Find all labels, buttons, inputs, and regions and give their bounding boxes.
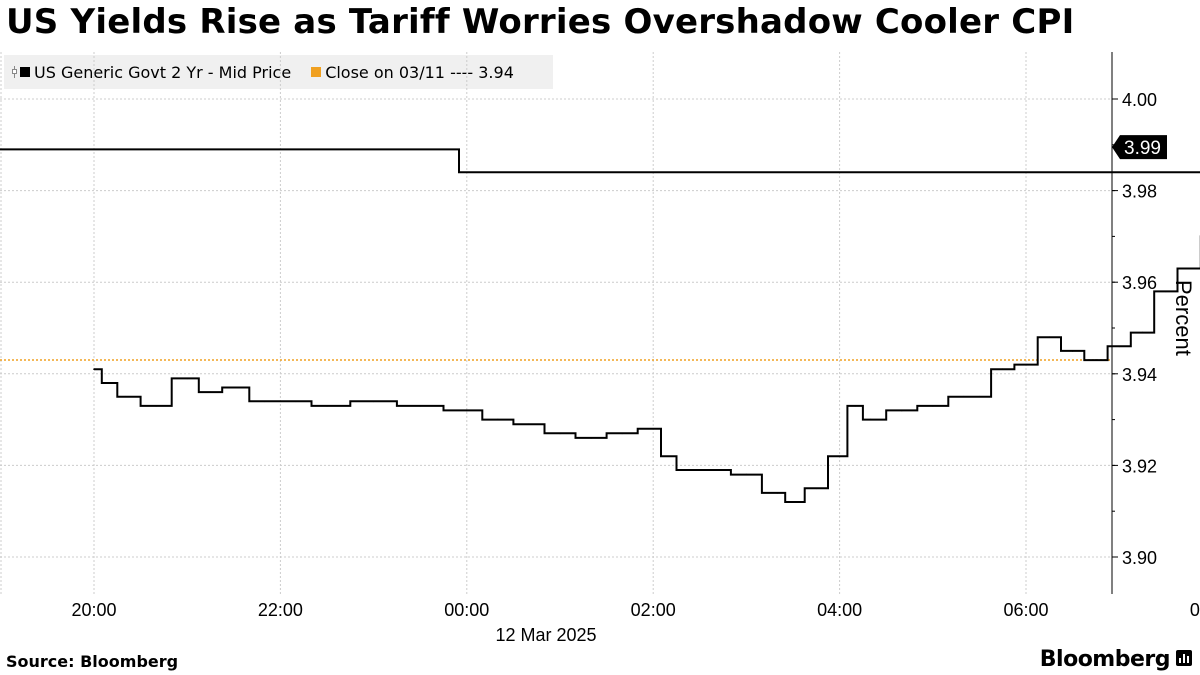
source-note: Source: Bloomberg <box>6 652 179 671</box>
y-tick-label: 4.00 <box>1122 90 1157 110</box>
x-date-label: 12 Mar 2025 <box>495 625 596 645</box>
data-point <box>1165 290 1167 293</box>
data-point <box>932 405 934 407</box>
data-point <box>93 368 95 371</box>
legend-item-2yr: US Generic Govt 2 Yr - Mid Price <box>12 63 291 82</box>
data-point <box>1001 368 1004 371</box>
series-line-2yr <box>0 148 1200 503</box>
x-tick-label: 08:00 <box>1190 600 1200 620</box>
data-point <box>559 432 561 435</box>
x-tick-label: 20:00 <box>71 600 116 620</box>
data-point <box>963 395 965 398</box>
y-tick-label: 3.96 <box>1122 273 1157 293</box>
legend-swatch-2yr <box>20 67 30 77</box>
data-point <box>497 418 499 421</box>
x-tick-label: 06:00 <box>1003 600 1048 620</box>
data-point <box>667 455 670 458</box>
brand-logo: Bloomberg <box>1039 647 1171 672</box>
data-point <box>1025 363 1027 366</box>
chart-title: US Yields Rise as Tariff Worries Oversha… <box>6 2 1075 42</box>
last-value-flag <box>1112 135 1167 160</box>
chart-legend: US Generic Govt 2 Yr - Mid Price Close o… <box>4 55 553 89</box>
data-point <box>186 377 188 380</box>
data-point <box>714 469 717 471</box>
data-point <box>978 395 981 398</box>
data-point <box>209 391 212 393</box>
y-tick-label: 3.92 <box>1122 456 1157 476</box>
data-point <box>1188 267 1190 270</box>
data-point <box>621 432 623 435</box>
legend-label-2yr: US Generic Govt 2 Yr - Mid Price <box>34 62 292 82</box>
data-point <box>1095 359 1097 361</box>
y-tick-label: 3.94 <box>1122 365 1157 385</box>
x-tick-label: 00:00 <box>444 600 489 620</box>
data-point <box>264 400 266 403</box>
data-point <box>683 469 686 471</box>
data-point <box>233 386 235 389</box>
bloomberg-bars-icon <box>1176 650 1192 666</box>
data-point <box>108 382 111 384</box>
data-point <box>745 473 748 476</box>
data-point <box>590 437 592 439</box>
x-tick-label: 22:00 <box>258 600 303 620</box>
data-point <box>869 418 872 421</box>
data-point <box>838 455 841 458</box>
data-point <box>815 487 818 490</box>
data-point <box>155 405 157 407</box>
data-point <box>466 409 468 412</box>
data-point <box>419 405 422 407</box>
x-tick-label: 02:00 <box>631 600 676 620</box>
y-tick-label: 3.98 <box>1122 182 1157 202</box>
data-point <box>776 492 779 494</box>
y-tick-label: 3.90 <box>1122 548 1157 568</box>
candlestick-icon <box>12 66 18 78</box>
data-point <box>900 409 903 412</box>
data-point <box>792 501 794 503</box>
data-point <box>528 423 530 425</box>
data-point <box>1118 345 1120 348</box>
x-tick-label: 04:00 <box>817 600 862 620</box>
legend-swatch-close <box>311 67 322 77</box>
data-point <box>1048 336 1051 338</box>
data-point <box>1141 331 1144 334</box>
y-axis-title: Percent <box>1171 280 1196 356</box>
data-point <box>372 400 375 403</box>
data-point <box>854 405 856 407</box>
data-point <box>1071 350 1074 352</box>
data-point <box>652 427 654 430</box>
last-value-label: 3.99 <box>1124 138 1161 159</box>
data-point <box>124 395 126 398</box>
data-point <box>326 405 328 407</box>
data-point <box>295 400 297 403</box>
